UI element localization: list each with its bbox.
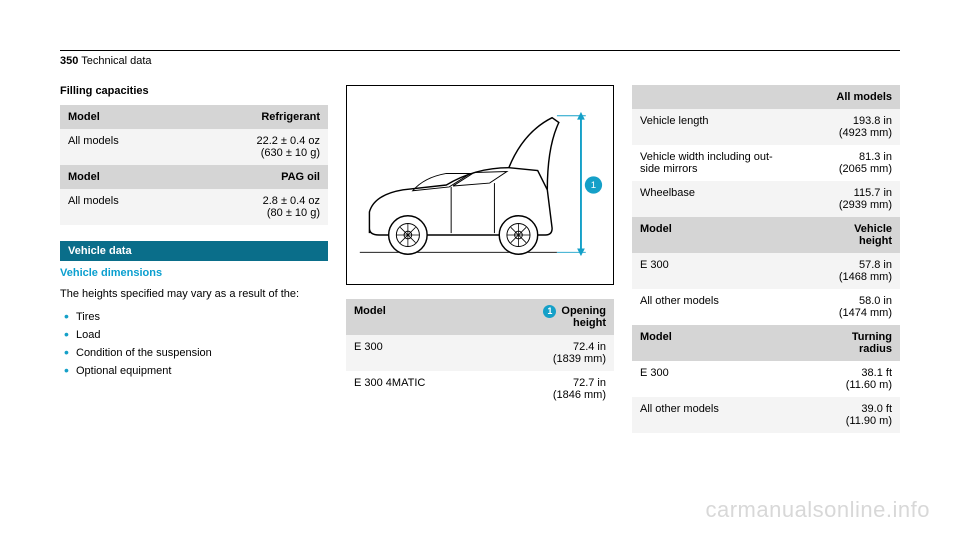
watermark: carmanualsonline.info (705, 497, 930, 523)
th-model: Model (60, 165, 182, 189)
td-model: E 300 4MATIC (346, 371, 487, 407)
td-value: 2.8 ± 0.4 oz (80 ± 10 g) (182, 189, 328, 225)
th-vehicle-height: Vehicle height (813, 217, 900, 253)
td-value: 72.7 in (1846 mm) (487, 371, 614, 407)
intro-text: The heights specified may vary as a resu… (60, 287, 328, 302)
td-value: 39.0 ft (11.90 m) (813, 397, 900, 433)
th-model: Model (346, 299, 487, 335)
td-value: 22.2 ± 0.4 oz (630 ± 10 g) (182, 129, 328, 165)
th-opening-height: 1 Opening height (487, 299, 614, 335)
column-2: 1 Model 1 Opening height E 300 72.4 in (… (346, 85, 614, 433)
td-value: 115.7 in (2939 mm) (813, 181, 900, 217)
vehicle-dimensions-subheading: Vehicle dimensions (60, 267, 328, 279)
list-item: Tires (62, 308, 328, 326)
all-models-table: All models Vehicle length 193.8 in (4923… (632, 85, 900, 433)
td-value: 72.4 in (1839 mm) (487, 335, 614, 371)
th-model: Model (632, 325, 813, 361)
td-model: E 300 (632, 253, 813, 289)
page-header: 350 Technical data (60, 55, 900, 67)
td-label: Vehicle length (632, 109, 813, 145)
th-turning-radius: Turning radius (813, 325, 900, 361)
header-rule (60, 50, 900, 51)
th-blank (632, 85, 813, 109)
td-value: 57.8 in (1468 mm) (813, 253, 900, 289)
list-item: Optional equipment (62, 362, 328, 380)
td-value: 81.3 in (2065 mm) (813, 145, 900, 181)
td-label: Vehicle width including out‐ side mirror… (632, 145, 813, 181)
filling-capacities-title: Filling capacities (60, 85, 328, 97)
td-model: All models (60, 189, 182, 225)
page-number: 350 (60, 55, 78, 67)
th-opening-height-label: Opening height (561, 305, 606, 329)
td-value: 38.1 ft (11.60 m) (813, 361, 900, 397)
th-all-models: All models (813, 85, 900, 109)
td-value: 193.8 in (4923 mm) (813, 109, 900, 145)
td-model: E 300 (632, 361, 813, 397)
refrigerant-table: Model Refrigerant All models 22.2 ± 0.4 … (60, 105, 328, 225)
vehicle-data-heading: Vehicle data (60, 241, 328, 261)
content-columns: Filling capacities Model Refrigerant All… (60, 85, 900, 433)
opening-height-table: Model 1 Opening height E 300 72.4 in (18… (346, 299, 614, 407)
td-value: 58.0 in (1474 mm) (813, 289, 900, 325)
car-svg: 1 (355, 94, 605, 276)
th-model: Model (60, 105, 182, 129)
th-pag-oil: PAG oil (182, 165, 328, 189)
vehicle-diagram: 1 (346, 85, 614, 285)
th-refrigerant: Refrigerant (182, 105, 328, 129)
column-3: All models Vehicle length 193.8 in (4923… (632, 85, 900, 433)
td-model: All other models (632, 397, 813, 433)
factors-list: Tires Load Condition of the suspension O… (60, 308, 328, 380)
td-model: All models (60, 129, 182, 165)
chapter-title: Technical data (81, 55, 151, 67)
list-item: Load (62, 326, 328, 344)
th-model: Model (632, 217, 813, 253)
td-label: Wheelbase (632, 181, 813, 217)
td-model: E 300 (346, 335, 487, 371)
td-model: All other models (632, 289, 813, 325)
column-1: Filling capacities Model Refrigerant All… (60, 85, 328, 433)
badge-1-icon: 1 (543, 305, 556, 318)
list-item: Condition of the suspension (62, 344, 328, 362)
svg-text:1: 1 (591, 180, 596, 191)
